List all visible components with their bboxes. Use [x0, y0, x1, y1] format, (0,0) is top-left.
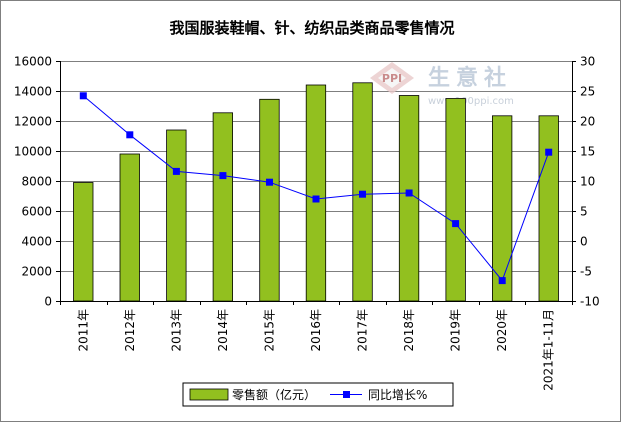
bar — [119, 153, 140, 302]
x-tick-label: 2019年 — [449, 309, 463, 352]
legend-bar-label: 零售额（亿元） — [232, 387, 316, 402]
y-left-tick-label: 14000 — [14, 85, 52, 99]
bar — [166, 129, 187, 302]
watermark-brand: 生意社 — [428, 65, 512, 91]
watermark-url: www.100ppi.com — [428, 96, 514, 107]
tick-labels: 0 2000 4000 6000 8000 10000 12000 14000 16000 -10… — [14, 55, 600, 391]
legend-box — [182, 382, 454, 407]
y-right-tick-label: -5 — [580, 265, 592, 279]
y-left-tick-label: 6000 — [21, 205, 52, 219]
x-tick-label: 2014年 — [216, 309, 230, 352]
bar — [445, 98, 466, 302]
line-series — [79, 92, 553, 285]
x-tick-label: 2013年 — [169, 309, 183, 352]
x-tick-label: 2021年1-11月 — [542, 309, 556, 391]
growth-point — [266, 178, 273, 186]
watermark: PPI 生意社 www.100ppi.com — [370, 62, 514, 107]
growth-point — [359, 190, 366, 198]
y-right-tick-label: 10 — [580, 175, 595, 189]
y-right-tick-label: 25 — [580, 85, 595, 99]
y-right-tick-label: 5 — [580, 205, 588, 219]
bar-series — [73, 82, 559, 302]
bar — [305, 84, 327, 302]
y-right-tick-label: 15 — [580, 145, 595, 159]
growth-point — [172, 167, 180, 175]
bar — [491, 115, 513, 302]
growth-point — [79, 92, 87, 100]
legend: 零售额（亿元） 同比增长% — [182, 382, 454, 407]
axes — [56, 61, 576, 305]
legend-bar-swatch — [189, 388, 229, 401]
growth-point — [126, 131, 134, 139]
bar — [398, 95, 420, 302]
y-left-tick-label: 12000 — [14, 115, 52, 129]
legend-line-marker — [343, 391, 350, 398]
bar — [259, 98, 280, 302]
growth-point — [452, 220, 460, 228]
legend-line-label: 同比增长% — [368, 388, 427, 402]
y-right-tick-label: 0 — [580, 235, 588, 249]
x-tick-label: 2016年 — [309, 309, 323, 352]
y-right-tick-label: 20 — [580, 115, 595, 129]
x-tick-label: 2011年 — [76, 309, 90, 352]
y-left-tick-label: 16000 — [14, 55, 52, 69]
svg-text:PPI: PPI — [382, 72, 402, 85]
x-tick-label: 2020年 — [495, 309, 509, 352]
y-right-tick-label: -10 — [580, 295, 600, 309]
y-left-tick-label: 8000 — [21, 175, 52, 189]
y-left-tick-label: 10000 — [14, 145, 52, 159]
growth-point — [405, 189, 413, 197]
y-left-tick-label: 4000 — [21, 235, 52, 249]
y-right-tick-label: 30 — [580, 55, 595, 69]
x-tick-label: 2015年 — [262, 309, 276, 352]
growth-point — [498, 277, 506, 285]
bar — [212, 112, 234, 302]
growth-point — [545, 148, 553, 156]
chart-title: 我国服装鞋帽、针、纺织品类商品零售情况 — [169, 19, 454, 37]
bar — [538, 115, 559, 302]
growth-point — [219, 172, 227, 180]
y-left-tick-label: 2000 — [21, 265, 52, 279]
growth-point — [312, 195, 320, 203]
x-tick-label: 2017年 — [356, 309, 370, 352]
y-left-tick-label: 0 — [44, 295, 52, 309]
x-tick-label: 2018年 — [402, 309, 416, 352]
watermark-logo-icon: PPI — [370, 62, 414, 94]
bar — [73, 182, 94, 302]
x-tick-label: 2012年 — [123, 309, 137, 352]
